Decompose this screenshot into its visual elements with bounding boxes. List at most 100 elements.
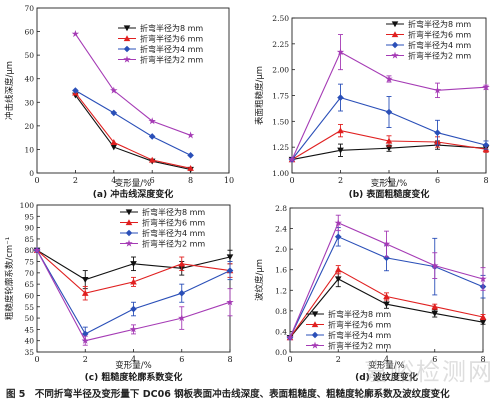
- y-tick-label: 30: [24, 98, 34, 107]
- x-tick-label: 8: [227, 355, 232, 364]
- x-tick-label: 8: [480, 355, 485, 364]
- y-tick-label: 1.25: [272, 143, 289, 152]
- x-axis-label: 变形量/%: [115, 178, 151, 189]
- y-axis-label: 粗糙度轮廓系数/cm⁻¹: [4, 237, 15, 320]
- series-1: [72, 92, 194, 173]
- data-point: [110, 139, 118, 145]
- data-point: [479, 319, 487, 326]
- data-point: [187, 164, 194, 171]
- series-line: [74, 33, 191, 136]
- y-tick-label: 2.25: [272, 40, 289, 49]
- data-point: [226, 267, 234, 274]
- data-point: [226, 254, 234, 261]
- x-tick-label: 8: [483, 176, 488, 185]
- y-tick-label: 80: [24, 246, 34, 255]
- series-2: [288, 123, 490, 163]
- legend-marker: [123, 35, 131, 42]
- legend-entry: 折弯半径为2 mm: [140, 55, 203, 65]
- data-point: [385, 137, 393, 144]
- legend-entry: 折弯半径为4 mm: [140, 44, 203, 54]
- legend-entry: 折弯半径为2 mm: [328, 341, 391, 351]
- series-line: [74, 92, 191, 169]
- legend-entry: 折弯半径为8 mm: [328, 309, 391, 319]
- series-3: [72, 87, 194, 159]
- data-point: [130, 278, 137, 285]
- y-tick-label: 70: [24, 269, 34, 278]
- data-point: [434, 129, 441, 136]
- data-point: [385, 75, 393, 83]
- data-point: [336, 48, 345, 56]
- plot-frame: [36, 7, 230, 174]
- x-tick-label: 0: [34, 355, 39, 364]
- y-tick-label: 35: [24, 348, 34, 357]
- y-tick-label: 1.2: [275, 286, 287, 295]
- y-tick-label: 0.0: [275, 348, 287, 357]
- data-point: [431, 261, 439, 269]
- data-point: [178, 314, 186, 322]
- x-tick-label: 0: [289, 176, 294, 185]
- y-tick-label: 0.8: [275, 307, 287, 316]
- legend-marker: [311, 341, 319, 349]
- figure-caption: 图 5 不同折弯半径及变形量下 DC06 钢板表面冲击线深度、表面粗糙度、粗糙度…: [6, 389, 450, 400]
- y-tick-label: 0: [29, 169, 34, 178]
- y-tick-label: 95: [24, 212, 34, 221]
- data-point: [479, 275, 487, 283]
- data-point: [334, 219, 342, 227]
- series-line: [74, 94, 191, 171]
- data-point: [110, 144, 118, 151]
- data-point: [178, 289, 186, 297]
- legend-marker: [123, 25, 131, 32]
- chart-panel-b: 0 2 4 6 8 1.00 1.25 1.50 1.75 2.00 2.25 2.50 变形量/% 表面…: [254, 14, 490, 200]
- y-tick-label: 0.4: [275, 327, 287, 336]
- series-4: [288, 34, 490, 163]
- x-axis-label: 变形量/%: [368, 360, 404, 371]
- legend-entry: 折弯半径为8 mm: [140, 23, 203, 33]
- legend-entry: 折弯半径为8 mm: [408, 19, 471, 29]
- legend-marker: [123, 45, 131, 53]
- y-tick-label: 45: [24, 325, 34, 334]
- data-point: [110, 86, 118, 94]
- data-point: [226, 298, 234, 306]
- data-point: [382, 240, 391, 248]
- y-tick-label: 1.50: [272, 117, 289, 126]
- legend-entry: 折弯半径为4 mm: [142, 228, 205, 238]
- data-point: [482, 83, 490, 91]
- x-tick-label: 6: [435, 176, 440, 185]
- y-tick-label: 55: [24, 303, 34, 312]
- y-tick-label: 50: [24, 314, 34, 323]
- legend-marker: [125, 229, 133, 237]
- y-tick-label: 1.00: [272, 169, 289, 178]
- legend-marker: [123, 55, 131, 63]
- legend-marker: [311, 321, 319, 328]
- legend-entry: 折弯半径为8 mm: [142, 207, 205, 217]
- data-point: [479, 313, 487, 320]
- x-tick-label: 6: [432, 355, 437, 364]
- legend-entry: 折弯半径为2 mm: [142, 239, 205, 249]
- y-tick-label: 20: [24, 122, 34, 131]
- series-3: [33, 246, 234, 342]
- data-point: [431, 310, 439, 317]
- y-axis-label: 表面粗糙度/μm: [254, 66, 265, 125]
- legend-entry: 折弯半径为2 mm: [408, 51, 471, 61]
- chart-panel-c: 0 2 4 6 8 35 40 45 50 55 60 65 70 75 80 85 90 95 100 变形量/% 粗…: [4, 201, 234, 383]
- y-axis-label: 冲击线深度/μm: [4, 61, 15, 120]
- y-tick-label: 75: [24, 258, 34, 267]
- chart-panel-a: 0 2 4 6 8 10 0 10 20 30 40 50 60 70 变形量/% 冲击线深度/μm (a) 冲…: [4, 4, 234, 200]
- x-tick-label: 4: [384, 355, 389, 364]
- y-tick-label: 40: [24, 337, 34, 346]
- y-tick-label: 40: [24, 75, 34, 84]
- legend-marker: [311, 331, 319, 339]
- x-tick-label: 4: [386, 176, 391, 185]
- y-tick-label: 65: [24, 280, 34, 289]
- legend-entry: 折弯半径为6 mm: [328, 320, 391, 330]
- y-tick-label: 85: [24, 235, 34, 244]
- data-point: [148, 156, 156, 163]
- legend-entry: 折弯半径为4 mm: [408, 40, 471, 50]
- data-point: [433, 86, 442, 94]
- x-tick-label: 6: [179, 355, 184, 364]
